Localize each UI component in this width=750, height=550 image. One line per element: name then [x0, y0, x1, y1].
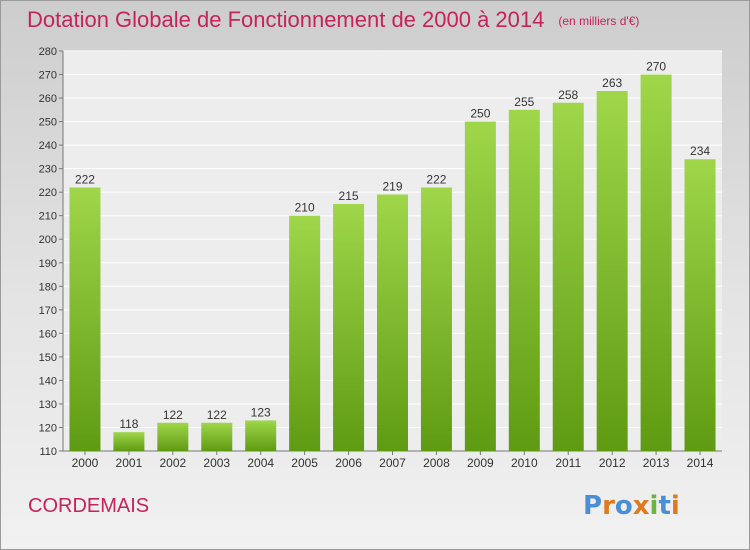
y-tick-label: 120 [39, 422, 57, 434]
bar-value-label: 222 [75, 172, 95, 186]
x-tick-label: 2014 [687, 456, 714, 470]
bar [245, 420, 277, 451]
y-tick-label: 200 [39, 234, 57, 246]
bar [596, 91, 628, 451]
x-tick-label: 2010 [511, 456, 538, 470]
bar [157, 422, 189, 451]
logo-letter: x [632, 491, 650, 521]
y-tick-label: 110 [39, 446, 57, 458]
bar-value-label: 219 [382, 180, 402, 194]
bar-value-label: 210 [295, 201, 315, 215]
bar-value-label: 122 [163, 408, 183, 422]
x-tick-label: 2007 [379, 456, 406, 470]
x-tick-label: 2004 [247, 456, 274, 470]
bar-value-label: 250 [470, 107, 490, 121]
bar [113, 432, 145, 451]
y-tick-label: 250 [39, 117, 57, 129]
y-tick-label: 130 [39, 399, 57, 411]
x-tick-label: 2006 [335, 456, 362, 470]
chart-title: Dotation Globale de Fonctionnement de 20… [27, 7, 545, 32]
x-tick-label: 2011 [555, 456, 581, 470]
y-tick-label: 270 [39, 70, 57, 82]
proxiti-logo: Proxiti [583, 491, 680, 521]
x-tick-label: 2002 [159, 456, 186, 470]
bar-value-label: 222 [426, 172, 446, 186]
logo-letter: o [614, 491, 633, 521]
bar-value-label: 258 [558, 88, 578, 102]
y-tick-label: 240 [39, 140, 57, 152]
y-tick-label: 220 [39, 187, 57, 199]
bar-value-label: 234 [690, 144, 710, 158]
x-tick-label: 2013 [643, 456, 670, 470]
place-name: CORDEMAIS [28, 495, 150, 517]
bar-value-label: 263 [602, 76, 622, 90]
logo-letter: P [583, 491, 603, 521]
bar [289, 215, 321, 451]
x-tick-label: 2012 [599, 456, 626, 470]
bar-value-label: 118 [119, 417, 138, 431]
y-tick-label: 180 [39, 281, 57, 293]
y-tick-label: 260 [39, 93, 57, 105]
bar-value-label: 123 [251, 405, 271, 419]
x-tick-label: 2000 [72, 456, 99, 470]
y-tick-label: 170 [39, 305, 57, 317]
bar [201, 422, 233, 451]
y-tick-label: 150 [39, 352, 57, 364]
bar [69, 187, 101, 451]
bar-value-label: 215 [339, 189, 359, 203]
bar [552, 102, 584, 451]
logo-letter: t [658, 491, 671, 521]
y-tick-label: 230 [39, 164, 57, 176]
x-tick-label: 2005 [291, 456, 318, 470]
x-tick-label: 2003 [203, 456, 230, 470]
y-tick-label: 140 [39, 375, 57, 387]
logo-letter: i [670, 491, 680, 521]
bar [508, 109, 540, 451]
y-tick-label: 160 [39, 328, 57, 340]
bar [377, 194, 408, 451]
y-tick-label: 190 [39, 258, 57, 270]
title-line: Dotation Globale de Fonctionnement de 20… [27, 7, 639, 33]
chart-subtitle: (en milliers d'€) [558, 14, 640, 28]
x-tick-label: 2008 [423, 456, 450, 470]
bar-value-label: 255 [514, 95, 534, 109]
x-tick-label: 2009 [467, 456, 494, 470]
bar-value-label: 270 [646, 60, 666, 74]
bar-value-label: 122 [207, 408, 227, 422]
y-tick-label: 210 [39, 211, 57, 223]
bar [640, 74, 672, 451]
x-tick-label: 2001 [116, 456, 143, 470]
bar [420, 187, 452, 451]
logo-letter: i [649, 491, 659, 521]
bar [684, 159, 716, 451]
y-tick-label: 280 [39, 46, 57, 58]
logo-letter: r [602, 491, 615, 521]
bar [464, 121, 496, 452]
bar [333, 203, 365, 451]
